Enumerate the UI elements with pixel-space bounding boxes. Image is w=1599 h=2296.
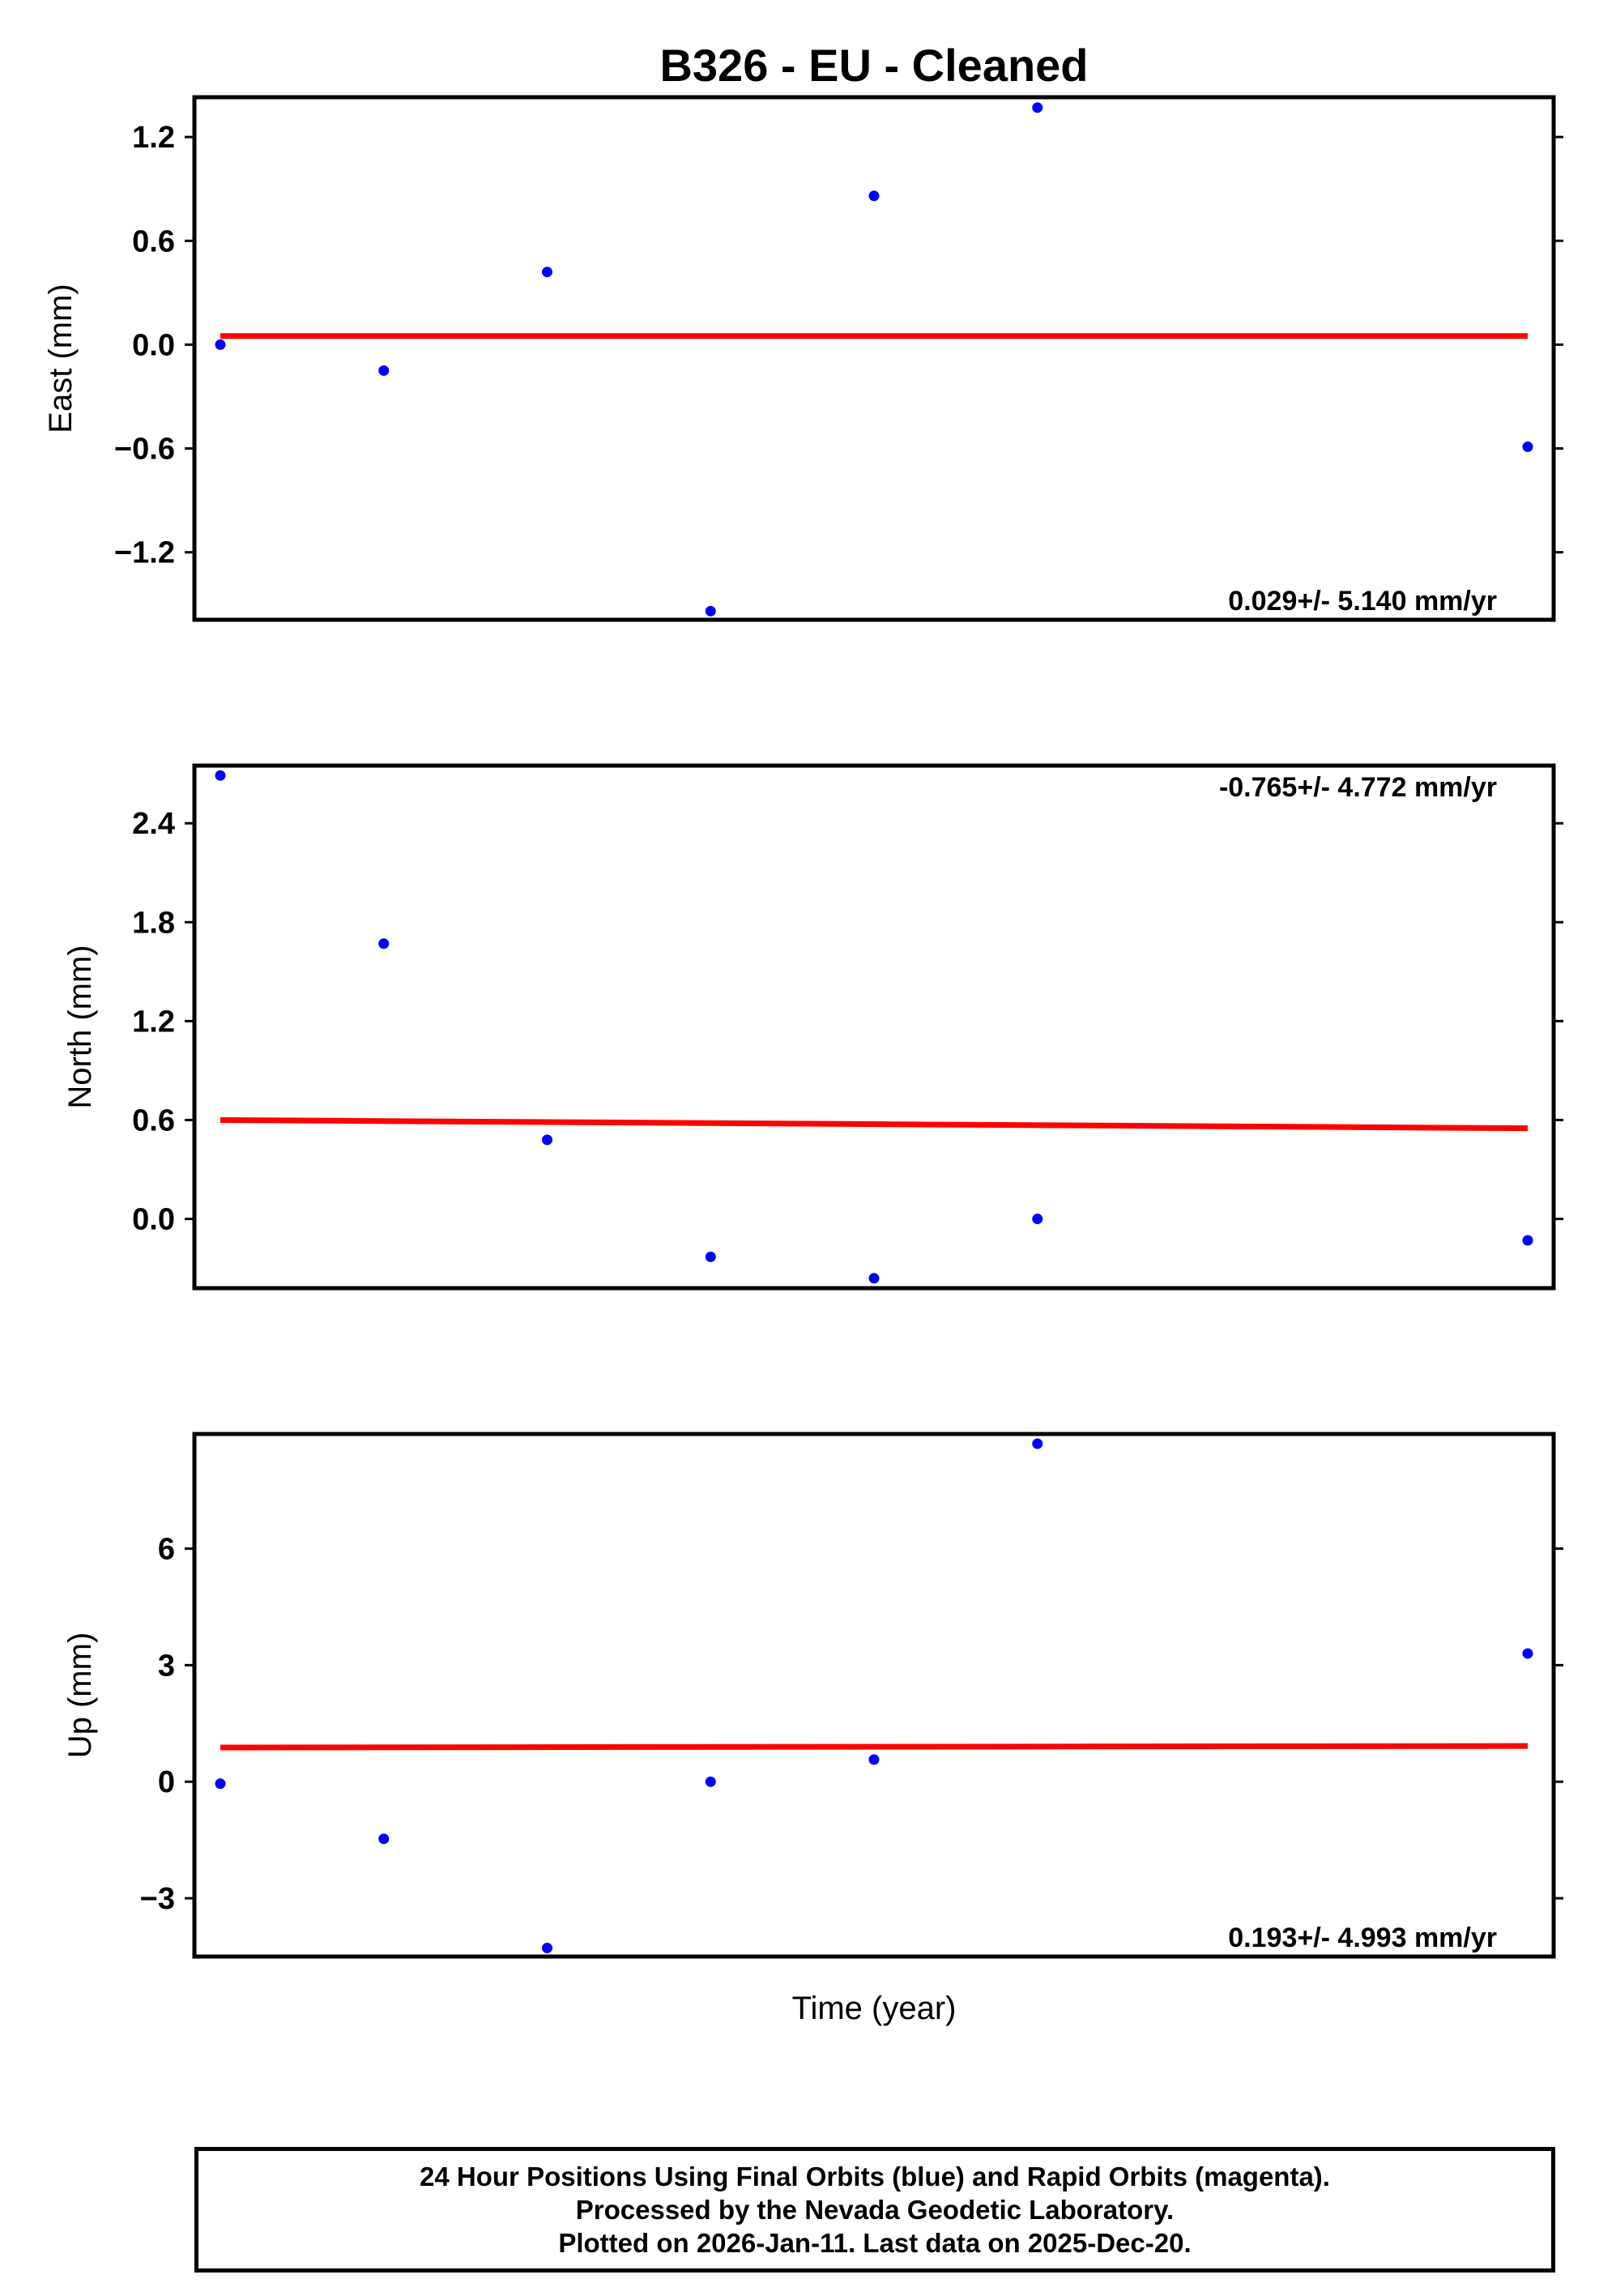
footer-info-box: 24 Hour Positions Using Final Orbits (bl… xyxy=(194,2147,1555,2273)
y-tick-label-north: 2.4 xyxy=(132,807,175,841)
trend-line-north xyxy=(220,1116,1529,1132)
data-point-east xyxy=(378,365,390,376)
y-tick-label-east: 0.0 xyxy=(132,328,175,362)
y-tick-label-east: 0.6 xyxy=(132,224,175,258)
plot-frame-east xyxy=(192,95,1556,622)
y-tick-label-east: −1.2 xyxy=(114,536,175,570)
x-axis-label: Time (year) xyxy=(792,1991,957,2026)
rate-annotation-north: -0.765+/- 4.772 mm/yr xyxy=(1219,772,1497,803)
y-tick-label-north: 0.0 xyxy=(132,1203,175,1237)
plot-frame-up xyxy=(192,1432,1556,1959)
y-axis-label-east: East (mm) xyxy=(43,284,79,433)
y-tick-label-north: 1.2 xyxy=(132,1005,175,1039)
data-point-east xyxy=(1032,102,1043,113)
data-point-east xyxy=(868,190,880,202)
data-point-north xyxy=(378,938,390,950)
y-tick-label-up: −3 xyxy=(140,1882,175,1916)
data-point-up xyxy=(542,1942,552,1953)
y-axis-label-north: North (mm) xyxy=(62,945,98,1108)
data-point-north xyxy=(215,770,226,781)
data-point-up xyxy=(868,1754,880,1765)
data-point-east xyxy=(542,267,552,278)
y-tick-label-east: −0.6 xyxy=(114,433,175,467)
footer-line-processor: Processed by the Nevada Geodetic Laborat… xyxy=(575,2195,1175,2225)
y-tick-label-up: 3 xyxy=(158,1649,175,1683)
y-axis-label-up: Up (mm) xyxy=(62,1632,98,1759)
data-point-north xyxy=(542,1134,552,1146)
data-point-north xyxy=(868,1273,880,1284)
trend-line-up xyxy=(220,1743,1529,1751)
data-point-north xyxy=(1032,1214,1043,1225)
data-point-up xyxy=(1522,1648,1533,1659)
data-point-east xyxy=(1522,441,1533,452)
data-point-east xyxy=(705,605,716,617)
data-point-up xyxy=(378,1833,390,1845)
plot-frame-north xyxy=(192,763,1556,1291)
data-point-east xyxy=(215,339,226,350)
y-tick-label-up: 6 xyxy=(158,1532,175,1566)
footer-line-dates: Plotted on 2026-Jan-11. Last data on 202… xyxy=(558,2228,1192,2258)
data-point-up xyxy=(215,1778,226,1790)
chart-title: B326 - EU - Cleaned xyxy=(659,40,1088,91)
y-tick-label-north: 1.8 xyxy=(132,906,175,940)
data-point-north xyxy=(705,1251,716,1262)
data-point-up xyxy=(705,1776,716,1787)
y-tick-label-up: 0 xyxy=(158,1765,175,1799)
y-tick-label-east: 1.2 xyxy=(132,121,175,155)
y-tick-label-north: 0.6 xyxy=(132,1103,175,1137)
footer-line-orbits: 24 Hour Positions Using Final Orbits (bl… xyxy=(420,2162,1330,2191)
data-point-up xyxy=(1032,1438,1043,1449)
rate-annotation-up: 0.193+/- 4.993 mm/yr xyxy=(1228,1923,1497,1953)
data-point-north xyxy=(1522,1235,1533,1246)
rate-annotation-east: 0.029+/- 5.140 mm/yr xyxy=(1228,586,1497,617)
